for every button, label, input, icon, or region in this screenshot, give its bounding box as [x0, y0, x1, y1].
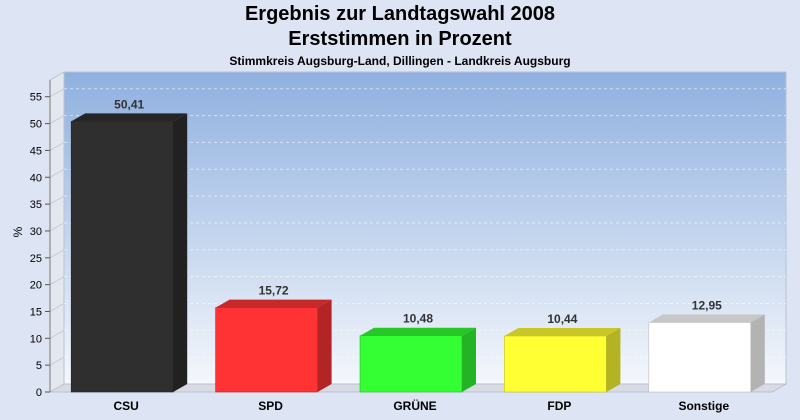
- data-label: 12,95: [692, 298, 722, 312]
- gridline-side: [49, 303, 65, 312]
- gridline-side: [49, 88, 65, 98]
- bar-top: [648, 314, 765, 323]
- bar-grüne: [359, 327, 476, 393]
- y-tick-label: 15: [30, 306, 42, 318]
- y-tick-label: 0: [36, 387, 42, 399]
- y-tick-label: 10: [30, 333, 42, 345]
- y-axis-label: %: [11, 226, 25, 237]
- gridline-side: [49, 141, 65, 151]
- gridline-side: [49, 168, 65, 178]
- chart-subtitle: Stimmkreis Augsburg-Land, Dillingen - La…: [229, 54, 571, 68]
- bar-front: [648, 322, 752, 393]
- bar-fdp: [504, 327, 621, 393]
- bar-top: [215, 299, 332, 308]
- data-label: 15,72: [259, 284, 289, 298]
- x-tick-label: CSU: [114, 399, 139, 413]
- gridline-side: [49, 222, 65, 232]
- data-label: 10,48: [403, 312, 433, 326]
- gridline-side: [49, 276, 65, 286]
- x-tick-label: Sonstige: [678, 399, 729, 413]
- data-label: 10,44: [547, 312, 577, 326]
- data-label: 50,41: [114, 97, 144, 111]
- bar-side: [606, 327, 621, 392]
- x-tick-label: FDP: [547, 399, 571, 413]
- y-tick-label: 40: [30, 172, 42, 184]
- gridline-side: [49, 356, 65, 366]
- bar-side: [750, 314, 765, 392]
- gridline-side: [49, 115, 65, 125]
- x-tick-label: SPD: [258, 399, 283, 413]
- bar-side: [462, 327, 476, 392]
- bar-top: [71, 113, 188, 122]
- bar-sonstige: [648, 314, 765, 393]
- y-tick-label: 45: [30, 145, 42, 157]
- y-tick-label: 55: [30, 92, 42, 104]
- bar-front: [359, 335, 463, 393]
- chart-title-line-2: Erststimmen in Prozent: [288, 28, 512, 50]
- bar-front: [70, 121, 174, 393]
- y-tick-label: 30: [30, 226, 42, 238]
- bar-side: [317, 299, 332, 392]
- bar-spd: [215, 299, 332, 393]
- gridline-side: [49, 195, 65, 205]
- bar-side: [173, 113, 188, 392]
- gridline-side: [49, 329, 65, 339]
- x-tick-label: GRÜNE: [393, 398, 436, 413]
- bar-csu: [70, 113, 188, 393]
- bar-top: [360, 327, 476, 336]
- y-tick-label: 25: [30, 253, 42, 265]
- bar-front: [504, 335, 607, 393]
- bar-front: [215, 307, 318, 393]
- bar-top: [504, 327, 621, 336]
- y-tick-label: 35: [30, 199, 42, 211]
- y-tick-label: 50: [30, 119, 42, 131]
- gridline-side: [49, 249, 65, 259]
- chart-title: Ergebnis zur Landtagswahl 2008: [244, 3, 556, 25]
- y-tick-label: 5: [36, 360, 42, 372]
- y-tick-label: 20: [30, 280, 42, 292]
